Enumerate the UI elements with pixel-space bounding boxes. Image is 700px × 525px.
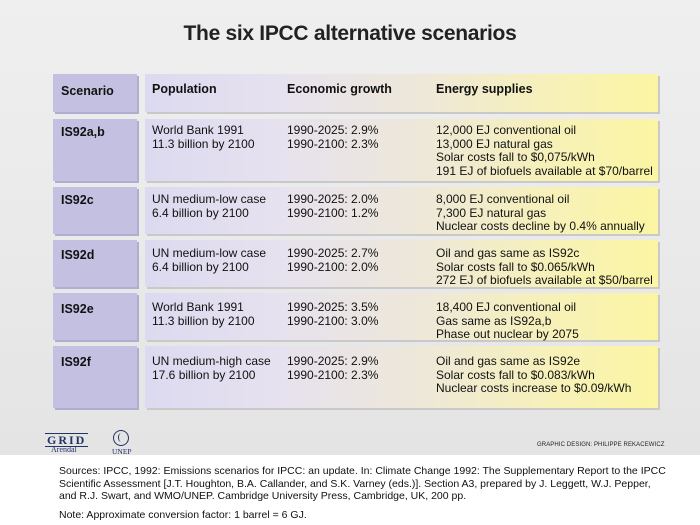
- scenario-header-cell: [53, 74, 137, 112]
- unep-logo-text: UNEP: [112, 447, 132, 456]
- grid-logo-text: GRID: [45, 433, 89, 447]
- energy-line: Nuclear costs decline by 0.4% annually: [436, 219, 645, 233]
- scenario-cell: [53, 240, 137, 287]
- growth-line: 1990-2025: 2.9%: [287, 354, 379, 368]
- arendal-logo-text: Arendal: [51, 445, 77, 454]
- row-band: [145, 119, 658, 181]
- scenario-label: IS92c: [61, 193, 94, 207]
- energy-line: 18,400 EJ conventional oil: [436, 300, 577, 314]
- scenario-cell: [53, 187, 137, 234]
- energy-cell: 18,400 EJ conventional oil Gas same as I…: [436, 300, 579, 342]
- energy-line: Solar costs fall to $0.083/kWh: [436, 367, 595, 382]
- energy-line: 7,300 EJ natural gas: [436, 205, 547, 220]
- header-band: [145, 74, 658, 112]
- energy-line: Solar costs fall to $0.065/kWh: [436, 259, 595, 274]
- energy-cell: Oil and gas same as IS92e Solar costs fa…: [436, 354, 632, 396]
- scenario-label: IS92e: [61, 302, 94, 316]
- header-energy-supplies: Energy supplies: [436, 82, 533, 96]
- population-cell: World Bank 1991 11.3 billion by 2100: [152, 300, 255, 328]
- energy-cell: 8,000 EJ conventional oil 7,300 EJ natur…: [436, 192, 645, 234]
- energy-line: 12,000 EJ conventional oil: [436, 123, 577, 137]
- graphic-design-credit: GRAPHIC DESIGN: PHILIPPE REKACEWICZ: [537, 442, 665, 448]
- scenario-label: IS92f: [61, 355, 91, 369]
- population-line: UN medium-high case: [152, 354, 271, 368]
- conversion-note: Note: Approximate conversion factor: 1 b…: [59, 509, 307, 521]
- grid-logo: GRID: [45, 431, 89, 449]
- population-line: 17.6 billion by 2100: [152, 367, 256, 382]
- growth-cell: 1990-2025: 2.9% 1990-2100: 2.3%: [287, 123, 379, 151]
- page-title: The six IPCC alternative scenarios: [183, 22, 517, 45]
- growth-line: 1990-2100: 2.0%: [287, 259, 379, 274]
- row-band: [145, 240, 658, 287]
- population-line: World Bank 1991: [152, 300, 244, 314]
- growth-line: 1990-2100: 2.3%: [287, 136, 379, 151]
- scenario-cell: [53, 293, 137, 340]
- energy-cell: Oil and gas same as IS92c Solar costs fa…: [436, 246, 653, 288]
- scenario-cell: [53, 119, 137, 181]
- population-cell: World Bank 1991 11.3 billion by 2100: [152, 123, 255, 151]
- scenario-label: IS92d: [61, 248, 95, 262]
- growth-cell: 1990-2025: 2.7% 1990-2100: 2.0%: [287, 246, 379, 274]
- population-line: 11.3 billion by 2100: [152, 136, 255, 151]
- energy-line: 8,000 EJ conventional oil: [436, 192, 570, 206]
- row-band: [145, 293, 658, 340]
- energy-line: 13,000 EJ natural gas: [436, 136, 553, 151]
- energy-line: 191 EJ of biofuels available at $70/barr…: [436, 163, 653, 178]
- population-cell: UN medium-low case 6.4 billion by 2100: [152, 246, 267, 274]
- population-line: UN medium-low case: [152, 246, 267, 260]
- growth-cell: 1990-2025: 3.5% 1990-2100: 3.0%: [287, 300, 379, 328]
- population-line: UN medium-low case: [152, 192, 267, 206]
- growth-line: 1990-2100: 2.3%: [287, 367, 379, 382]
- energy-line: Nuclear costs increase to $0.09/kWh: [436, 381, 632, 395]
- energy-line: Solar costs fall to $0,075/kWh: [436, 150, 595, 164]
- row-band: [145, 187, 658, 234]
- energy-line: 272 EJ of biofuels available at $50/barr…: [436, 273, 653, 287]
- energy-line: Oil and gas same as IS92c: [436, 246, 580, 260]
- unep-emblem-icon: [113, 430, 129, 446]
- scenario-label: IS92a,b: [61, 125, 105, 139]
- growth-line: 1990-2025: 2.0%: [287, 192, 379, 206]
- energy-line: Oil and gas same as IS92e: [436, 354, 581, 368]
- header-population: Population: [152, 82, 217, 96]
- growth-line: 1990-2025: 3.5%: [287, 300, 379, 314]
- growth-line: 1990-2025: 2.9%: [287, 123, 379, 137]
- scenario-cell: [53, 346, 137, 408]
- header-scenario: Scenario: [61, 84, 114, 98]
- growth-line: 1990-2100: 1.2%: [287, 205, 379, 220]
- growth-line: 1990-2025: 2.7%: [287, 246, 379, 260]
- growth-cell: 1990-2025: 2.0% 1990-2100: 1.2%: [287, 192, 379, 220]
- growth-cell: 1990-2025: 2.9% 1990-2100: 2.3%: [287, 354, 379, 382]
- energy-line: Phase out nuclear by 2075: [436, 327, 579, 341]
- population-line: World Bank 1991: [152, 123, 244, 137]
- population-cell: UN medium-high case 17.6 billion by 2100: [152, 354, 271, 382]
- row-band: [145, 346, 658, 408]
- population-line: 11.3 billion by 2100: [152, 313, 255, 328]
- population-cell: UN medium-low case 6.4 billion by 2100: [152, 192, 267, 220]
- sources-text: Sources: IPCC, 1992: Emissions scenarios…: [59, 465, 666, 502]
- population-line: 6.4 billion by 2100: [152, 205, 249, 220]
- population-line: 6.4 billion by 2100: [152, 259, 249, 274]
- energy-line: Gas same as IS92a,b: [436, 313, 552, 328]
- growth-line: 1990-2100: 3.0%: [287, 313, 379, 328]
- energy-cell: 12,000 EJ conventional oil 13,000 EJ nat…: [436, 123, 653, 178]
- header-economic-growth: Economic growth: [287, 82, 392, 96]
